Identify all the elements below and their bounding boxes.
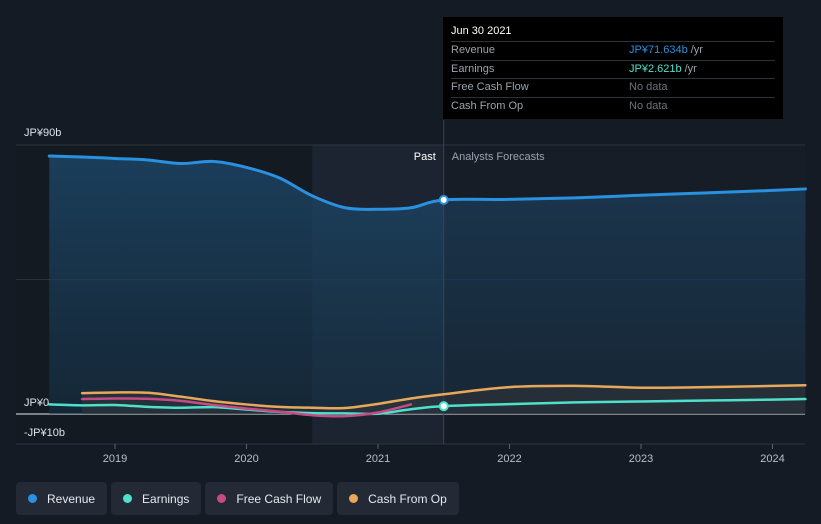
tooltip-label: Revenue	[451, 44, 496, 56]
past-label: Past	[414, 151, 436, 163]
x-tick-label: 2021	[366, 453, 390, 465]
x-tick-label: 2019	[103, 453, 127, 465]
legend-label: Free Cash Flow	[236, 491, 322, 506]
legend-dot-icon	[123, 494, 133, 503]
tooltip-value: No data	[629, 81, 668, 93]
revenue-area	[49, 156, 806, 414]
legend-dot-icon	[349, 494, 359, 503]
forecast-tint	[443, 145, 805, 414]
legend-item-revenue[interactable]: Revenue	[16, 482, 108, 515]
tooltip-row-cash-from-op: Cash From Op No data	[451, 96, 775, 116]
tooltip-date: Jun 30 2021	[451, 25, 512, 37]
tooltip-label: Earnings	[451, 62, 495, 75]
earnings-marker	[438, 401, 449, 412]
tooltip-row-earnings: Earnings JP¥2.621b /yr	[451, 59, 775, 79]
chart-legend: Revenue Earnings Free Cash Flow Cash Fro…	[16, 482, 459, 515]
x-tick-label: 2022	[497, 453, 521, 465]
tooltip-unit: /yr	[684, 62, 697, 75]
earnings-line	[48, 397, 807, 416]
x-tick-label: 2023	[629, 453, 653, 465]
x-tick-label: 2024	[760, 453, 784, 465]
legend-item-cash-from-op[interactable]: Cash From Op	[337, 482, 459, 515]
tooltip-label: Free Cash Flow	[451, 81, 529, 93]
y-tick-label: JP¥0	[24, 397, 49, 409]
cash-from-op-line	[80, 384, 807, 410]
x-tick-label: 2020	[234, 453, 258, 465]
legend-item-earnings[interactable]: Earnings	[111, 482, 202, 515]
tooltip-row-free-cash-flow: Free Cash Flow No data	[451, 78, 775, 97]
tooltip-row-revenue: Revenue JP¥71.634b /yr	[451, 41, 775, 60]
legend-dot-icon	[217, 494, 227, 503]
tooltip-unit: /yr	[690, 44, 703, 56]
data-tooltip: Jun 30 2021 Revenue JP¥71.634b /yr Earni…	[443, 17, 783, 119]
legend-dot-icon	[28, 494, 37, 503]
legend-item-free-cash-flow[interactable]: Free Cash Flow	[205, 482, 334, 515]
revenue-marker	[438, 194, 449, 205]
revenue-line	[47, 154, 807, 211]
tooltip-value: JP¥71.634b	[629, 44, 688, 56]
legend-label: Cash From Op	[368, 491, 447, 506]
y-tick-label: JP¥90b	[24, 127, 61, 139]
tooltip-value: No data	[629, 99, 668, 112]
legend-label: Earnings	[142, 491, 190, 506]
legend-label: Revenue	[47, 491, 96, 506]
tooltip-value: JP¥2.621b	[629, 62, 682, 75]
free-cash-flow-line	[80, 397, 413, 418]
forecast-label: Analysts Forecasts	[452, 151, 545, 163]
y-tick-label: -JP¥10b	[24, 427, 65, 439]
tooltip-label: Cash From Op	[451, 99, 524, 112]
